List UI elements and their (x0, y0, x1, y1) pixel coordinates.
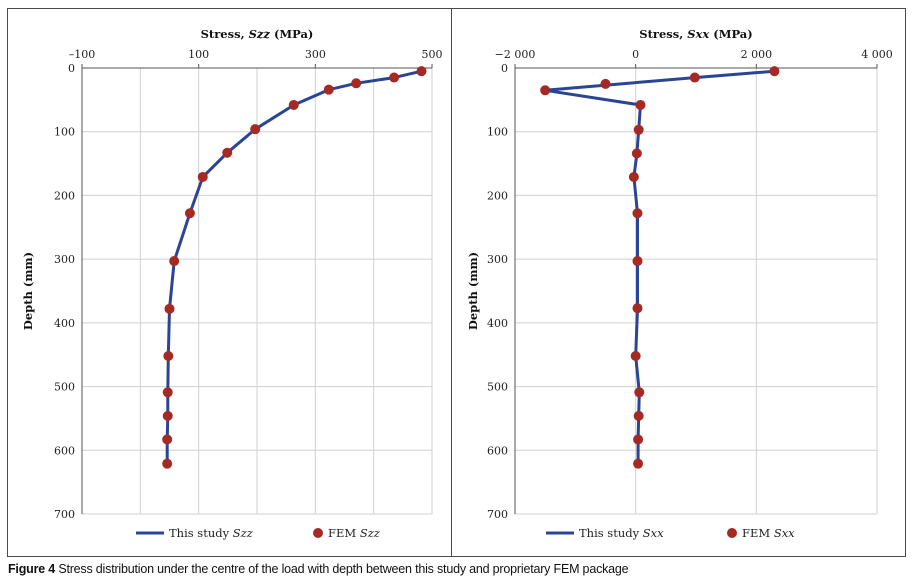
caption-label: Figure 4 (8, 562, 56, 576)
szz-x-tick-label: 500 (422, 48, 443, 61)
sxx-fem-point (769, 66, 780, 77)
szz-y-tick-label: 300 (54, 253, 75, 266)
szz-legend-this-study: This study Szz (169, 526, 254, 540)
szz-fem-point (351, 78, 362, 89)
sxx-fem-point (630, 350, 641, 361)
szz-fem-point (416, 66, 427, 77)
figure-caption: Figure 4 Stress distribution under the c… (8, 562, 629, 576)
szz-y-tick-label: 600 (54, 444, 75, 457)
sxx-fem-point (600, 78, 611, 89)
szz-fem-point (250, 124, 261, 135)
szz-fem-point (162, 458, 173, 469)
sxx-y-axis-title: Depth (mm) (466, 252, 480, 330)
szz-fem-point (162, 410, 173, 421)
sxx-x-tick-label: 0 (632, 48, 639, 61)
sxx-fem-point (631, 148, 642, 159)
sxx-y-tick-label: 700 (487, 508, 508, 521)
szz-y-axis-title: Depth (mm) (21, 252, 35, 330)
szz-chart: –100 100 300 500 0 100 200 300 400 500 600 700 Stres… (21, 27, 443, 540)
sxx-y-tick-label: 300 (487, 253, 508, 266)
szz-y-tick-label: 500 (54, 381, 75, 394)
sxx-fem-point (632, 256, 643, 267)
szz-x-tick-label: 100 (188, 48, 209, 61)
szz-legend-fem: FEM Szz (328, 526, 381, 540)
szz-legend-marker-swatch (313, 528, 323, 538)
szz-x-tick-label: –100 (69, 48, 96, 61)
sxx-x-axis-title: Stress, Sxx (MPa) (639, 27, 752, 41)
caption-text: Stress distribution under the centre of … (58, 562, 629, 576)
szz-fem-point (164, 303, 175, 314)
szz-fem-point (184, 208, 195, 219)
sxx-legend-fem: FEM Sxx (742, 526, 795, 540)
szz-y-tick-label: 700 (54, 508, 75, 521)
szz-fem-point (222, 147, 233, 158)
sxx-fem-point (632, 303, 643, 314)
sxx-fem-point (633, 410, 644, 421)
sxx-fem-point (689, 72, 700, 83)
szz-fem-point (288, 99, 299, 110)
sxx-x-tick-label: 4 000 (861, 48, 893, 61)
figure-frame (7, 8, 906, 557)
szz-y-tick-label: 400 (54, 317, 75, 330)
szz-y-tick-label: 0 (68, 62, 75, 75)
sxx-y-tick-label: 100 (487, 126, 508, 139)
szz-fem-point (162, 387, 173, 398)
sxx-y-tick-label: 200 (487, 189, 508, 202)
sxx-fem-point (635, 99, 646, 110)
sxx-legend-this-study: This study Sxx (579, 526, 664, 540)
szz-fem-point (323, 84, 334, 95)
sxx-fem-point (633, 124, 644, 135)
sxx-y-tick-label: 600 (487, 444, 508, 457)
sxx-fem-point (628, 171, 639, 182)
szz-x-axis-title: Stress, Szz (MPa) (201, 27, 314, 41)
sxx-legend-marker-swatch (727, 528, 737, 538)
szz-y-tick-label: 200 (54, 189, 75, 202)
szz-fem-point (163, 350, 174, 361)
sxx-fem-point (632, 208, 643, 219)
sxx-fem-point (633, 458, 644, 469)
sxx-fem-point (540, 85, 551, 96)
panel-divider (451, 8, 452, 557)
sxx-fem-point (633, 434, 644, 445)
sxx-x-tick-label: 2 000 (741, 48, 773, 61)
szz-y-tick-label: 100 (54, 126, 75, 139)
sxx-y-tick-label: 0 (501, 62, 508, 75)
szz-fem-point (197, 171, 208, 182)
sxx-this-study-line (543, 69, 775, 464)
sxx-fem-point (634, 387, 645, 398)
sxx-y-tick-label: 500 (487, 381, 508, 394)
sxx-y-tick-label: 400 (487, 317, 508, 330)
szz-fem-point (389, 72, 400, 83)
szz-x-tick-label: 300 (305, 48, 326, 61)
szz-fem-point (169, 256, 180, 267)
szz-fem-point (162, 434, 173, 445)
sxx-chart: −2 000 0 2 000 4 0000100200300400500600700S… (466, 27, 893, 540)
sxx-x-tick-label: −2 000 (495, 48, 536, 61)
szz-this-study-line (165, 69, 422, 464)
